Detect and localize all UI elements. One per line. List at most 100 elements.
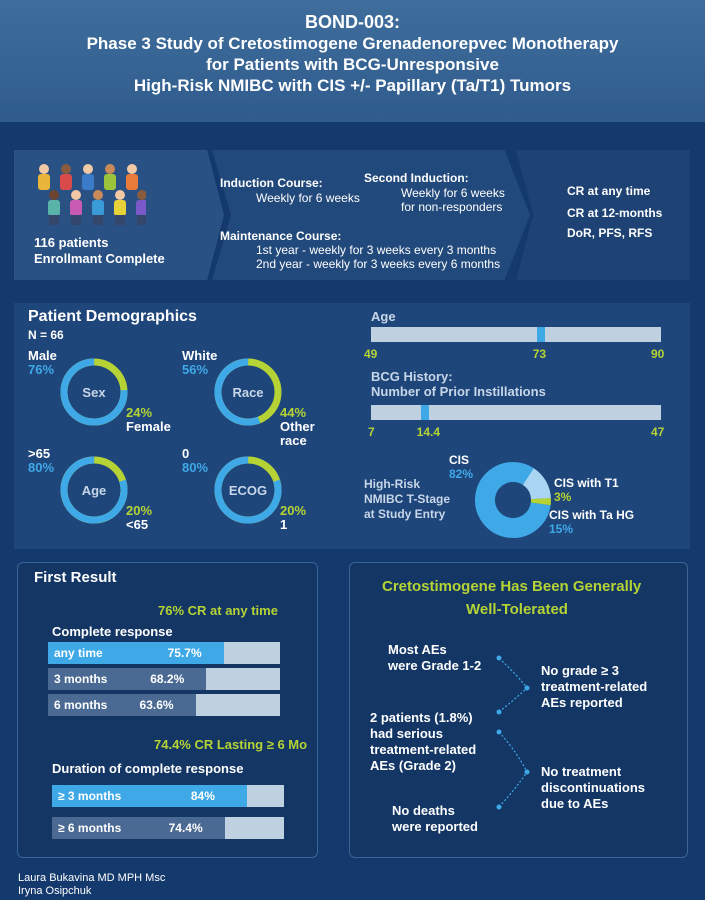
maintenance-detail-2: 2nd year - weekly for 3 weeks every 6 mo…: [256, 257, 501, 271]
title-line-1: BOND-003:: [304, 12, 401, 32]
tolerability-title-1: Cretostimogene Has Been Generally: [382, 578, 642, 595]
demographics-n: N = 66: [28, 328, 64, 342]
tstage-cis-value: 82%: [449, 467, 474, 481]
donut-race-top-label: White: [182, 348, 218, 363]
tolerability-panel: [349, 562, 688, 858]
result-bar-fill: [52, 785, 247, 807]
cr-section-title: Complete response: [52, 624, 173, 639]
author-1: Laura Bukavina MD MPH Msc: [18, 872, 166, 884]
endpoint-2: CR at 12-months: [567, 206, 663, 220]
result-bar: ≥ 3 months 84%: [52, 785, 284, 807]
result-bar-label: 3 months: [54, 672, 108, 686]
donut-ecog-center-label: ECOG: [229, 483, 267, 498]
title-line-4: High-Risk NMIBC with CIS +/- Papillary (…: [133, 76, 572, 95]
bcg-max: 47: [651, 425, 665, 439]
ae-item-deaths: No deaths were reported: [392, 803, 478, 834]
tstage-slice-1: [475, 462, 551, 538]
donut-age-chart: Age: [60, 456, 128, 524]
donut-sex-bottom-label: Female: [126, 419, 171, 434]
title-line-3: for Patients with BCG-Unresponsive: [206, 55, 499, 74]
bcg-median: 14.4: [416, 425, 440, 439]
donut-age-bottom-label: <65: [126, 517, 149, 532]
bcg-min: 7: [368, 425, 375, 439]
donut-sex-top-label: Male: [28, 348, 57, 363]
ae-item-serious: 2 patients (1.8%) had serious treatment-…: [370, 710, 477, 773]
demographics-title: Patient Demographics: [28, 308, 197, 325]
endpoint-1: CR at any time: [567, 184, 651, 198]
donut-age-top-label: >65: [28, 446, 51, 461]
maintenance-detail-1: 1st year - weekly for 3 weeks every 3 mo…: [256, 243, 497, 257]
result-bar-label: ≥ 3 months: [58, 789, 122, 803]
result-bar-value: 68.2%: [150, 672, 185, 686]
result-bar-value: 75.7%: [167, 646, 202, 660]
second-induction-detail-2: for non-responders: [401, 200, 503, 214]
endpoint-3: DoR, PFS, RFS: [567, 226, 653, 240]
donut-age-center-label: Age: [82, 483, 107, 498]
donut-sex-top-value: 76%: [28, 362, 55, 377]
induction-title: Induction Course:: [220, 176, 323, 190]
result-bar-value: 84%: [190, 789, 215, 803]
study-design-flow: [14, 150, 690, 280]
donut-age-bottom-value: 20%: [126, 503, 153, 518]
bcg-range-bar: [371, 405, 661, 420]
result-bar-label: any time: [54, 646, 103, 660]
tolerability-connectors: [496, 655, 530, 810]
bcg-median-marker: [420, 405, 429, 420]
result-bar-label: 6 months: [54, 698, 108, 712]
donut-ecog-top-value: 80%: [182, 460, 209, 475]
ae-item-grade: Most AEs were Grade 1-2: [388, 642, 482, 673]
patients-illustration-icon: [38, 164, 146, 225]
result-bar: any time 75.7%: [48, 642, 280, 664]
bcg-title-2: Number of Prior Instillations: [371, 384, 546, 399]
demographics-panel: [14, 303, 690, 549]
tstage-cis-label: CIS: [449, 453, 470, 467]
age-median-marker: [536, 327, 545, 342]
result-bar-value: 74.4%: [168, 821, 203, 835]
age-median: 73: [532, 347, 547, 361]
result-bar: 3 months 68.2%: [48, 668, 280, 690]
donut-race-bottom-label: Other race: [280, 419, 315, 448]
donut-race-center-label: Race: [232, 385, 263, 400]
donut-race-bottom-value: 44%: [280, 405, 307, 420]
result-bar-fill: [52, 817, 225, 839]
tstage-ta-label: CIS with Ta HG: [549, 508, 635, 522]
age-min: 49: [364, 347, 378, 361]
second-induction-title: Second Induction:: [364, 171, 469, 185]
enrollment-status: Enrollmant Complete: [34, 251, 165, 266]
donut-sex-center-label: Sex: [82, 385, 106, 400]
age-bar-title: Age: [371, 309, 396, 324]
regimen-chevron: [212, 150, 530, 280]
donut-ecog-bottom-value: 20%: [280, 503, 307, 518]
age-max: 90: [651, 347, 665, 361]
cr-headline: 76% CR at any time: [158, 603, 278, 618]
result-bar: 6 months 63.6%: [48, 694, 280, 716]
donut-age-major-arc: [60, 456, 128, 524]
tstage-t1-label: CIS with T1: [554, 476, 619, 490]
second-induction-detail-1: Weekly for 6 weeks: [401, 186, 505, 200]
tstage-title-1: High-Risk: [364, 477, 421, 491]
tstage-title-2: NMIBC T-Stage: [364, 492, 451, 506]
donut-race-chart: Race: [214, 358, 282, 426]
tolerability-title-2: Well-Tolerated: [466, 601, 568, 618]
donut-ecog-top-label: 0: [182, 446, 190, 461]
donut-age-top-value: 80%: [28, 460, 55, 475]
tstage-t1-value: 3%: [554, 490, 572, 504]
enrollment-count: 116 patients: [34, 235, 109, 250]
tstage-ta-value: 15%: [549, 522, 574, 536]
endpoints-chevron: [516, 150, 690, 280]
page-header: BOND-003: Phase 3 Study of Cretostimogen…: [0, 0, 705, 122]
result-bar-label: ≥ 6 months: [58, 821, 122, 835]
tstage-title-3: at Study Entry: [364, 507, 446, 521]
donut-race-top-value: 56%: [182, 362, 209, 377]
donut-sex-chart: Sex: [60, 358, 128, 426]
result-bar: ≥ 6 months 74.4%: [52, 817, 284, 839]
result-bar-fill: [48, 694, 196, 716]
first-result-title: First Result: [34, 569, 117, 586]
ae-item-no-discontinuation: No treatment discontinuations due to AEs: [541, 764, 645, 811]
result-bar-fill: [48, 668, 207, 690]
title-line-2: Phase 3 Study of Cretostimogene Grenaden…: [86, 34, 619, 53]
bcg-title-1: BCG History:: [371, 369, 453, 384]
ae-item-no-grade3: No grade ≥ 3 treatment-related AEs repor…: [541, 663, 648, 710]
donut-race-major-arc: [214, 358, 282, 426]
age-range-bar: [371, 327, 661, 342]
